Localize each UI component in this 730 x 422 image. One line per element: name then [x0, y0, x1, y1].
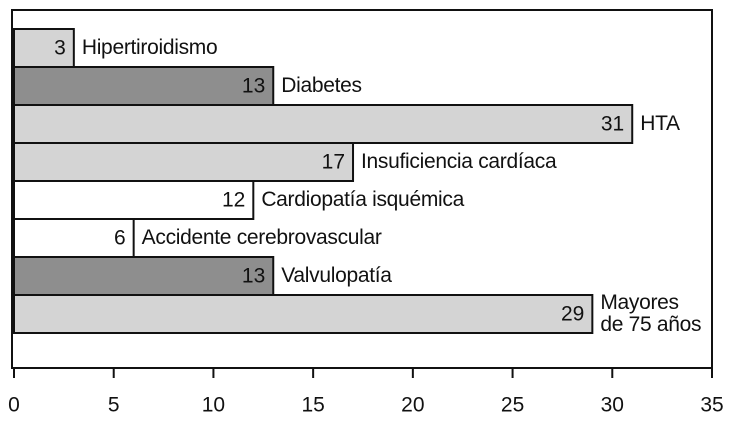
bar	[13, 294, 594, 334]
x-tick-label: 20	[401, 394, 424, 417]
x-tick-label: 30	[601, 394, 624, 417]
bar	[13, 66, 275, 106]
category-label: Cardiopatía isquémica	[261, 187, 464, 211]
value-label: 17	[322, 151, 345, 174]
value-label: 12	[222, 189, 245, 212]
value-label: 6	[114, 227, 126, 250]
x-tick-label: 25	[501, 394, 524, 417]
x-tick-label: 0	[8, 394, 20, 417]
bar	[13, 142, 355, 182]
x-tick-label: 35	[700, 394, 723, 417]
bar	[13, 180, 255, 220]
category-label: Diabetes	[281, 73, 362, 97]
bar	[13, 104, 634, 144]
x-tick-label: 10	[202, 394, 225, 417]
x-tick-label: 5	[108, 394, 120, 417]
category-label: Insuficiencia cardíaca	[361, 149, 557, 173]
x-tick-label: 15	[301, 394, 324, 417]
category-label: Accidente cerebrovascular	[141, 225, 382, 249]
category-label: Valvulopatía	[281, 263, 392, 287]
value-label: 13	[242, 265, 265, 288]
value-label: 31	[601, 113, 624, 136]
category-label: Mayores de 75 años	[600, 290, 702, 336]
bar	[13, 256, 275, 296]
value-label: 3	[54, 37, 66, 60]
category-label: HTA	[640, 111, 680, 135]
value-label: 29	[561, 303, 584, 326]
category-label: Hipertiroidismo	[81, 35, 218, 59]
bar	[13, 218, 135, 258]
frame	[11, 9, 713, 369]
value-label: 13	[242, 75, 265, 98]
